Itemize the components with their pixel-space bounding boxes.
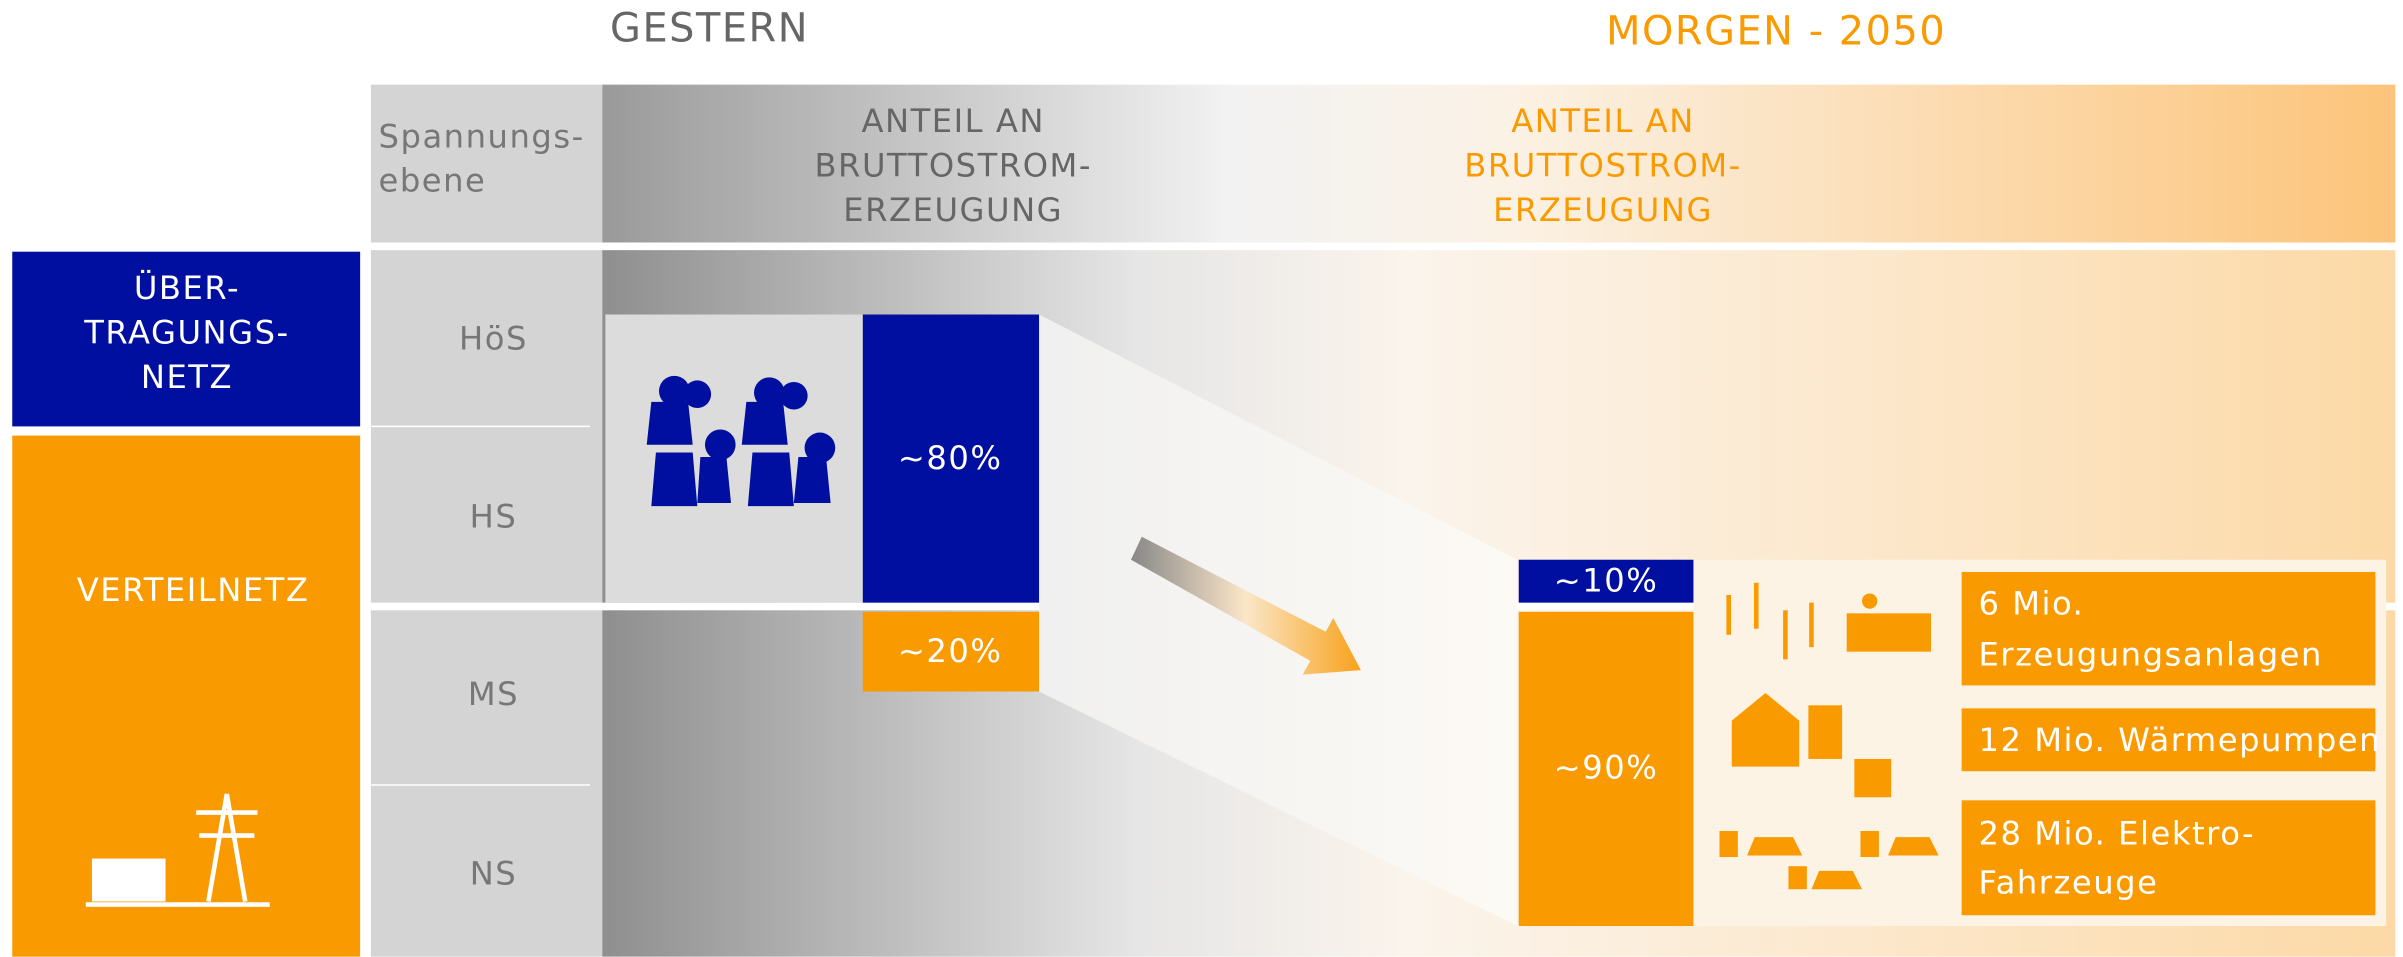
network-label: TRAGUNGS- bbox=[83, 313, 289, 351]
share-header: ANTEIL AN bbox=[1511, 102, 1695, 140]
fact: 28 Mio. Elektro- bbox=[1978, 815, 2255, 853]
level-label: HöS bbox=[459, 320, 528, 358]
header: MORGEN - 2050 bbox=[1606, 9, 1946, 55]
network-label: VERTEILNETZ bbox=[77, 571, 310, 609]
fact: 6 Mio. bbox=[1978, 585, 2084, 623]
level-label: HS bbox=[470, 497, 518, 535]
diagram: GESTERN MORGEN - 2050 Spannungs- ebene A… bbox=[0, 0, 2403, 957]
page: {"headers":{"yesterday":"GESTERN","tomor… bbox=[0, 0, 2403, 957]
share-label: ~20% bbox=[898, 632, 1003, 670]
share-label: ~90% bbox=[1554, 749, 1659, 787]
share-label: ~10% bbox=[1554, 562, 1659, 600]
network-label: NETZ bbox=[141, 358, 233, 396]
share-header: ANTEIL AN bbox=[861, 102, 1045, 140]
network-label: ÜBER- bbox=[134, 269, 240, 307]
level-header: Spannungs- bbox=[379, 117, 585, 155]
level-label: NS bbox=[470, 854, 518, 892]
share-header: BRUTTOSTROM- bbox=[814, 146, 1092, 184]
header: GESTERN bbox=[610, 6, 809, 52]
share-header: ERZEUGUNG bbox=[1493, 191, 1713, 229]
fact: Erzeugungsanlagen bbox=[1978, 635, 2322, 673]
fact: 12 Mio. Wärmepumpen bbox=[1978, 721, 2381, 759]
share-header: ERZEUGUNG bbox=[843, 191, 1063, 229]
fact: Fahrzeuge bbox=[1978, 864, 2158, 902]
level-label: MS bbox=[468, 675, 519, 713]
level-header: ebene bbox=[379, 162, 487, 200]
distribution-box bbox=[12, 436, 360, 957]
share-header: BRUTTOSTROM- bbox=[1464, 146, 1742, 184]
share-label: ~80% bbox=[898, 439, 1003, 477]
